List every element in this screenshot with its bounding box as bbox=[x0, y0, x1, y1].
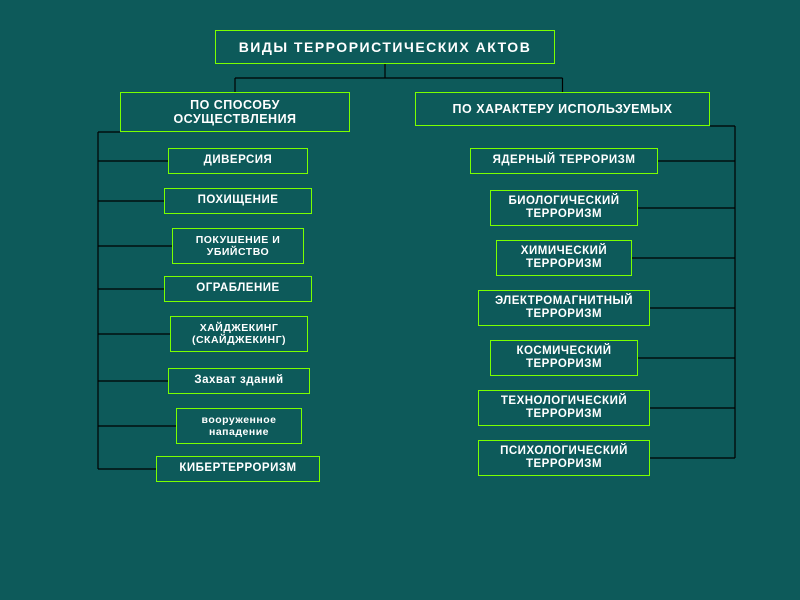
category-right: ПО ХАРАКТЕРУ ИСПОЛЬЗУЕМЫХ bbox=[415, 92, 710, 126]
connector-lines bbox=[0, 0, 800, 600]
left-item: ПОКУШЕНИЕ И УБИЙСТВО bbox=[172, 228, 304, 264]
right-item: ТЕХНОЛОГИЧЕСКИЙ ТЕРРОРИЗМ bbox=[478, 390, 650, 426]
right-item: БИОЛОГИЧЕСКИЙ ТЕРРОРИЗМ bbox=[490, 190, 638, 226]
left-item: ОГРАБЛЕНИЕ bbox=[164, 276, 312, 302]
right-item: ХИМИЧЕСКИЙ ТЕРРОРИЗМ bbox=[496, 240, 632, 276]
left-item: КИБЕРТЕРРОРИЗМ bbox=[156, 456, 320, 482]
left-item: ДИВЕРСИЯ bbox=[168, 148, 308, 174]
left-item: ПОХИЩЕНИЕ bbox=[164, 188, 312, 214]
right-item: ПСИХОЛОГИЧЕСКИЙ ТЕРРОРИЗМ bbox=[478, 440, 650, 476]
category-left: ПО СПОСОБУОСУЩЕСТВЛЕНИЯ bbox=[120, 92, 350, 132]
right-item: КОСМИЧЕСКИЙ ТЕРРОРИЗМ bbox=[490, 340, 638, 376]
diagram-title: ВИДЫ ТЕРРОРИСТИЧЕСКИХ АКТОВ bbox=[215, 30, 555, 64]
left-item: Захват зданий bbox=[168, 368, 310, 394]
left-item: ХАЙДЖЕКИНГ (СКАЙДЖЕКИНГ) bbox=[170, 316, 308, 352]
right-item: ЭЛЕКТРОМАГНИТНЫЙ ТЕРРОРИЗМ bbox=[478, 290, 650, 326]
right-item: ЯДЕРНЫЙ ТЕРРОРИЗМ bbox=[470, 148, 658, 174]
left-item: вооруженное нападение bbox=[176, 408, 302, 444]
category-left-text: ПО СПОСОБУОСУЩЕСТВЛЕНИЯ bbox=[173, 98, 296, 127]
